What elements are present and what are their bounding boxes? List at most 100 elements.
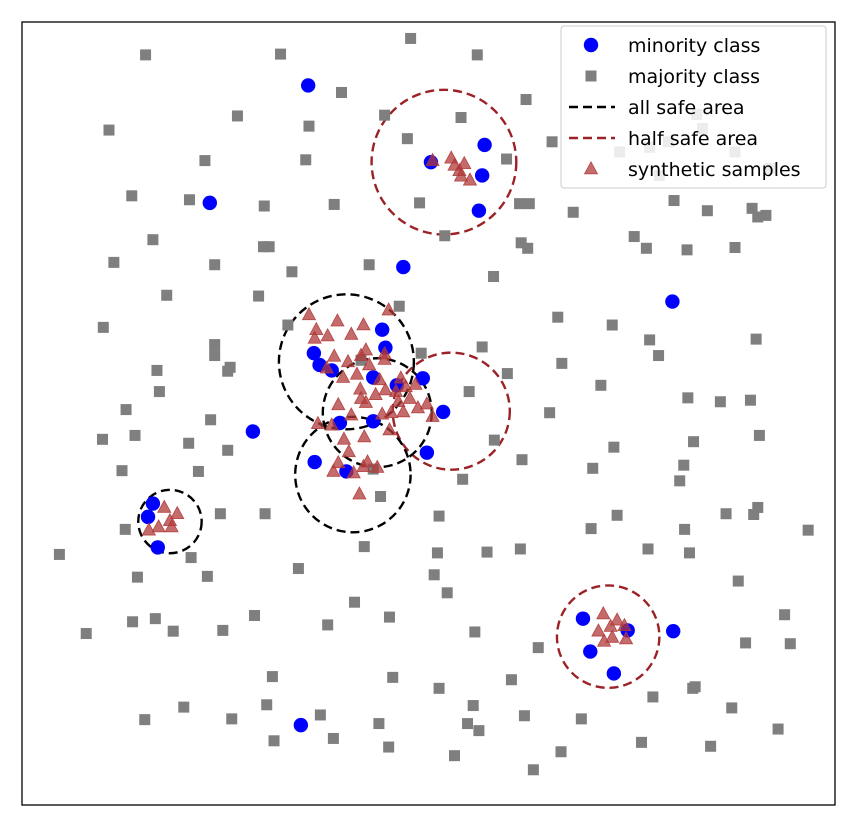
minority-point	[396, 259, 411, 275]
half-safe-area-circle	[391, 351, 511, 471]
synthetic-point	[331, 454, 346, 469]
majority-point	[383, 611, 395, 623]
synthetic-point	[309, 321, 324, 335]
synthetic-point	[391, 393, 406, 408]
majority-point	[209, 339, 221, 351]
majority-point	[108, 256, 120, 268]
majority-point	[153, 386, 165, 398]
synthetic-point	[349, 366, 365, 380]
majority-point	[119, 523, 131, 535]
synthetic-point	[618, 631, 634, 645]
majority-point	[327, 732, 339, 744]
majority-point	[379, 109, 391, 121]
majority-point	[752, 211, 764, 223]
minority-point	[140, 509, 156, 525]
synthetic-point	[596, 633, 612, 647]
majority-point	[784, 638, 796, 650]
synthetic-point	[361, 356, 377, 371]
majority-point	[473, 725, 485, 737]
majority-point	[678, 459, 690, 471]
majority-point	[608, 441, 620, 453]
synthetic-point	[396, 403, 411, 418]
minority-point	[474, 168, 490, 183]
plot-frame	[21, 21, 836, 806]
synthetic-point	[360, 454, 375, 468]
majority-point	[266, 671, 278, 683]
majority-point	[575, 713, 587, 725]
majority-point	[476, 341, 488, 353]
synthetic-point	[164, 519, 179, 533]
synthetic-point	[617, 617, 632, 631]
minority-point	[575, 611, 591, 626]
synthetic-point	[425, 152, 440, 166]
majority-point	[688, 436, 700, 448]
majority-point	[209, 259, 221, 271]
majority-point	[439, 230, 451, 242]
majority-point	[120, 404, 132, 416]
majority-point	[449, 750, 461, 762]
majority-point	[544, 407, 556, 419]
majority-point	[441, 587, 453, 599]
majority-point	[501, 153, 513, 165]
majority-point	[488, 434, 500, 446]
majority-point	[682, 392, 694, 404]
majority-point	[161, 289, 173, 301]
synthetic-point	[453, 168, 469, 182]
synthetic-point	[372, 371, 387, 386]
majority-point	[668, 195, 680, 207]
majority-point	[636, 736, 648, 748]
majority-point	[97, 321, 109, 333]
majority-point	[214, 508, 226, 520]
majority-point	[401, 133, 413, 145]
majority-point	[201, 570, 213, 582]
synthetic-point	[307, 330, 322, 344]
minority-point	[665, 294, 680, 309]
legend-label-minority: minority class	[628, 35, 760, 57]
synthetic-point	[377, 351, 392, 365]
majority-point	[681, 244, 693, 256]
synthetic-point	[326, 463, 341, 477]
majority-point	[753, 429, 765, 441]
majority-point	[744, 394, 756, 406]
synthetic-point	[374, 406, 390, 420]
majority-point	[515, 237, 527, 249]
majority-point	[628, 231, 640, 243]
majority-point	[527, 764, 539, 776]
data-points	[53, 32, 814, 776]
majority-point	[257, 241, 269, 253]
synthetic-point	[319, 360, 335, 374]
all-safe-area-circle	[277, 293, 416, 431]
synthetic-point	[419, 396, 435, 410]
majority-point	[405, 32, 417, 44]
minority-point	[307, 454, 322, 470]
majority-legend-marker	[585, 70, 597, 82]
majority-point	[642, 543, 654, 555]
synthetic-point	[336, 431, 352, 445]
majority-point	[567, 206, 579, 218]
synthetic-point	[310, 415, 326, 429]
majority-point	[259, 508, 271, 520]
synthetic-point	[353, 347, 369, 361]
majority-point	[258, 200, 270, 212]
half-safe-area-circle	[555, 584, 661, 690]
majority-point	[167, 625, 179, 637]
majority-point	[729, 242, 741, 254]
synthetic-point	[605, 629, 620, 643]
majority-point	[268, 735, 280, 747]
majority-point	[674, 475, 686, 487]
minority-point	[293, 717, 309, 733]
majority-point	[653, 350, 665, 362]
majority-point	[282, 319, 294, 331]
majority-point	[606, 319, 618, 331]
synthetic-point	[324, 417, 339, 431]
majority-point	[147, 234, 159, 246]
synthetic-point	[141, 522, 156, 536]
minority-point	[477, 137, 492, 153]
majority-point	[222, 365, 234, 377]
majority-point	[467, 700, 479, 712]
majority-point	[127, 616, 139, 628]
majority-point	[750, 333, 762, 345]
majority-point	[644, 334, 656, 346]
majority-point	[149, 613, 161, 625]
majority-point	[514, 543, 526, 555]
